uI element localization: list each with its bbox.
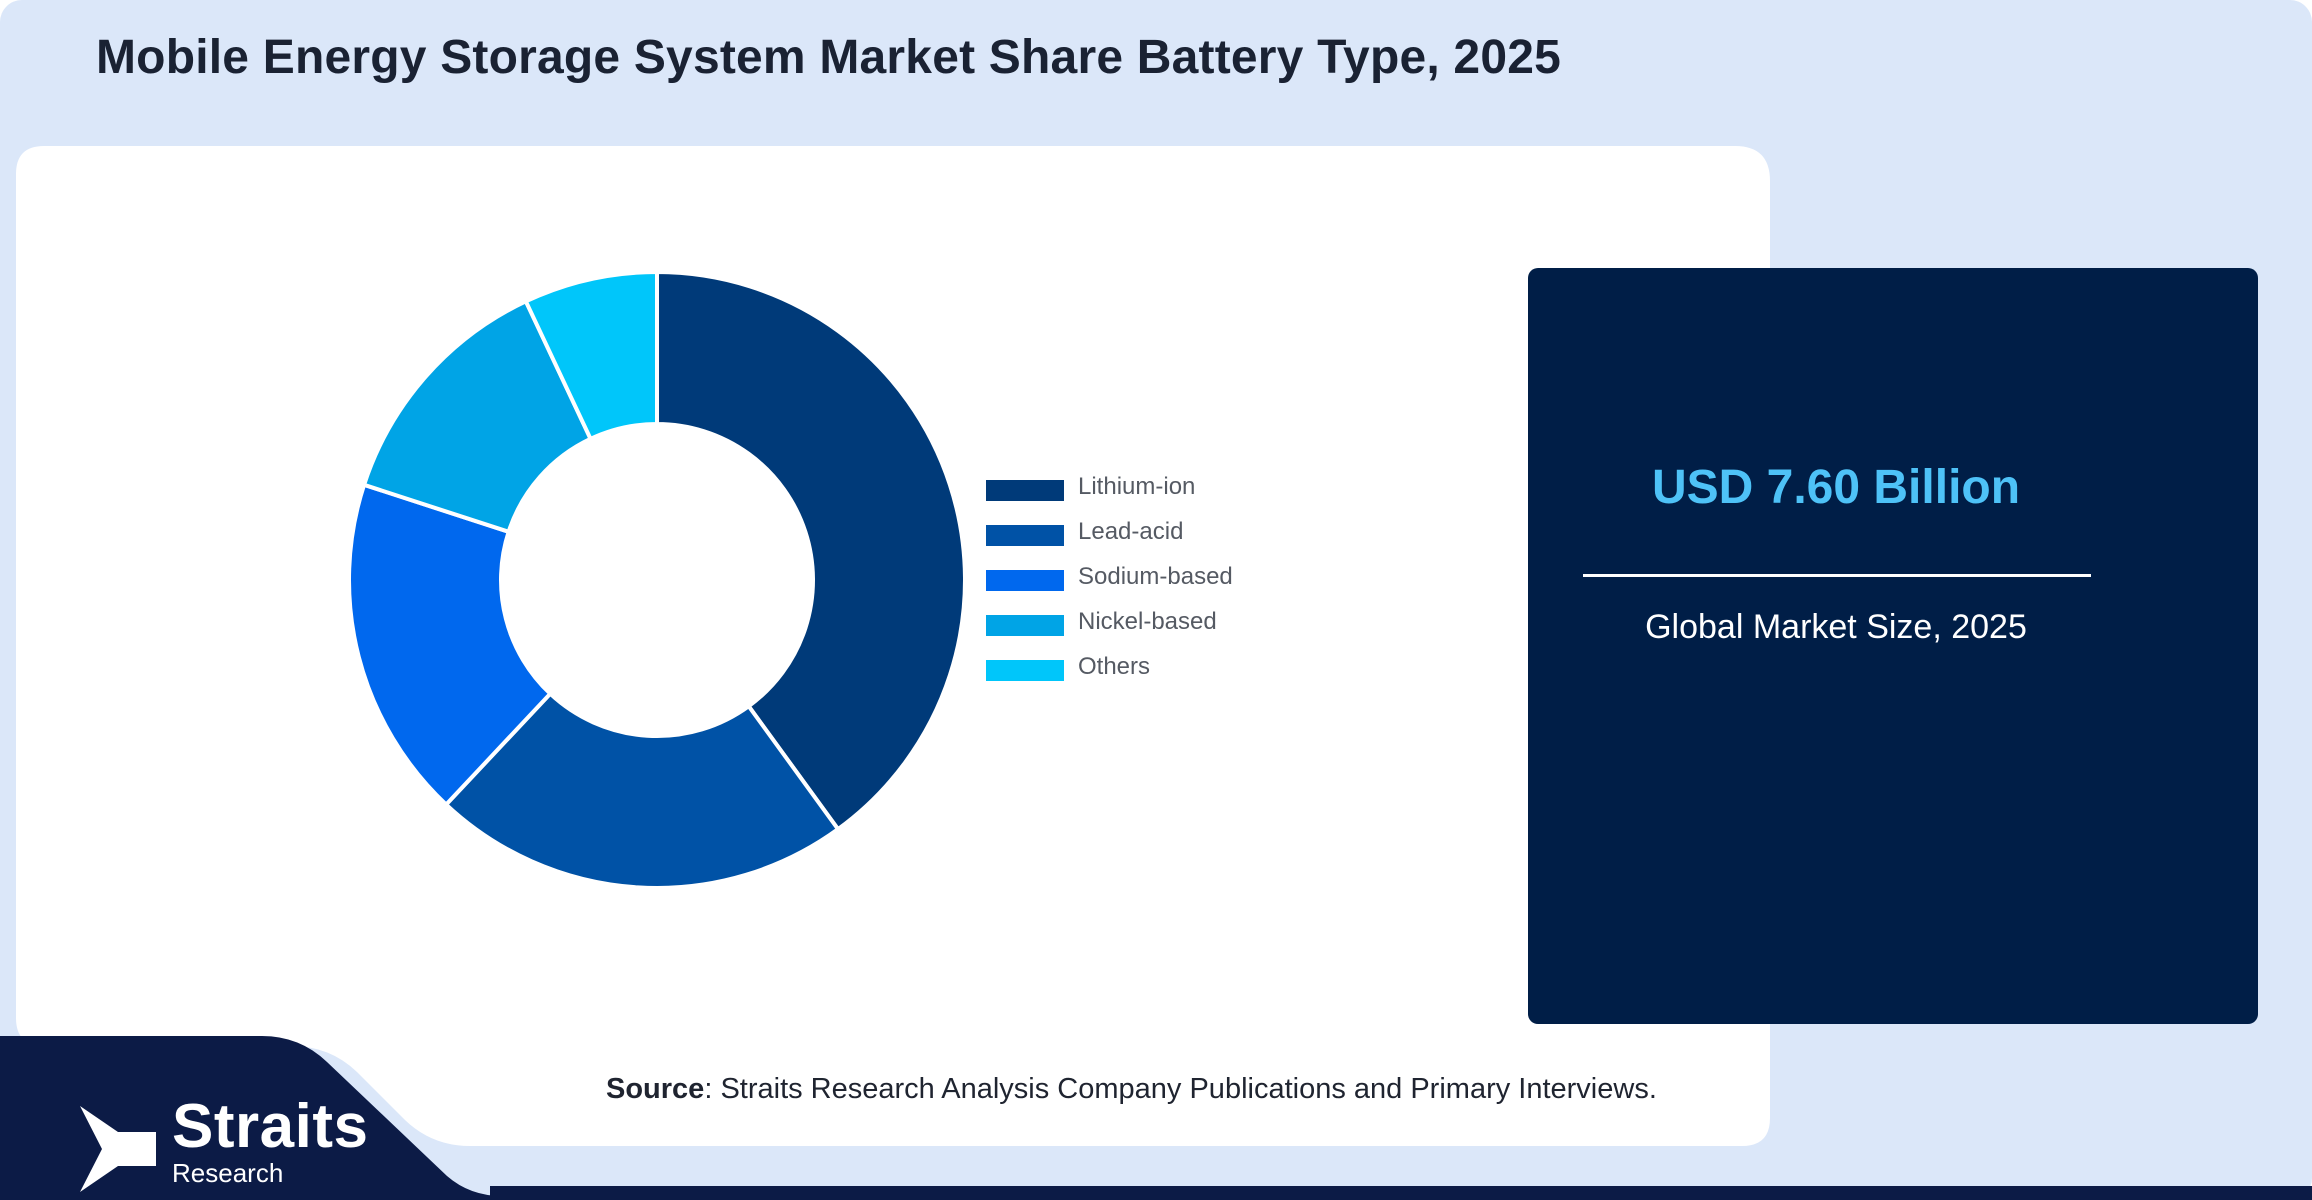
donut-slice-nickel-based bbox=[361, 298, 594, 535]
market-size-value: USD 7.60 Billion bbox=[1651, 461, 2021, 514]
source-text: : Straits Research Analysis Company Publ… bbox=[704, 1073, 1657, 1105]
brand-name: Straits bbox=[172, 1092, 369, 1161]
footer-right-strip bbox=[490, 1186, 2312, 1200]
donut-chart bbox=[347, 269, 967, 890]
legend-label: Sodium-based bbox=[1078, 563, 1233, 590]
legend-swatch bbox=[986, 525, 1064, 546]
donut-slice-lead-acid bbox=[443, 690, 841, 890]
legend-swatch bbox=[986, 615, 1064, 636]
footer-dark-band bbox=[0, 1036, 2312, 1200]
brand-subtitle: Research bbox=[172, 1158, 284, 1188]
market-size-card: USD 7.60 Billion Global Market Size, 202… bbox=[1528, 268, 2258, 1024]
market-size-label: Global Market Size, 2025 bbox=[1645, 608, 2027, 646]
legend-label: Lead-acid bbox=[1078, 518, 1184, 545]
chart-title: Mobile Energy Storage System Market Shar… bbox=[96, 31, 1562, 84]
source-label: Source bbox=[606, 1073, 705, 1105]
donut-slice-others bbox=[523, 269, 659, 442]
straits-logo-icon bbox=[80, 1106, 156, 1192]
market-card-divider bbox=[1583, 574, 2091, 577]
legend-swatch bbox=[986, 660, 1064, 681]
legend-swatch bbox=[986, 570, 1064, 591]
donut-slice-lithium-ion bbox=[655, 269, 967, 832]
legend-label: Nickel-based bbox=[1078, 608, 1217, 635]
legend-label: Others bbox=[1078, 653, 1151, 680]
source-note: Source: Straits Research Analysis Compan… bbox=[606, 1073, 1657, 1106]
donut-slice-sodium-based bbox=[347, 482, 554, 808]
legend-swatch bbox=[986, 480, 1064, 501]
legend-label: Lithium-ion bbox=[1078, 473, 1196, 500]
